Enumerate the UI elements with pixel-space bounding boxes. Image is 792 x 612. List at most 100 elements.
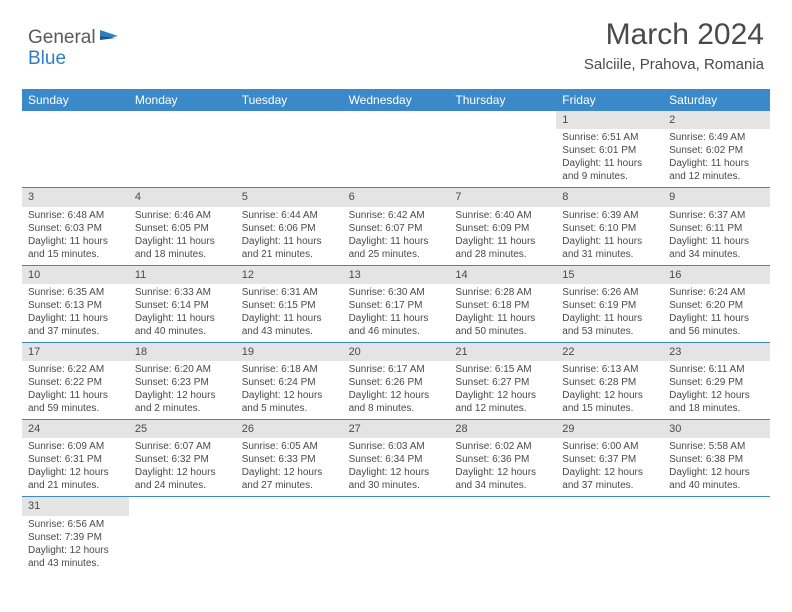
day-details: Sunrise: 6:33 AMSunset: 6:14 PMDaylight:… [129, 284, 236, 342]
day-cell [129, 111, 236, 187]
day-details: Sunrise: 6:49 AMSunset: 6:02 PMDaylight:… [663, 129, 770, 187]
daylight-text: Daylight: 12 hours and 5 minutes. [242, 389, 337, 415]
day-cell: 6Sunrise: 6:42 AMSunset: 6:07 PMDaylight… [343, 188, 450, 264]
sunrise-text: Sunrise: 6:07 AM [135, 440, 230, 453]
sunrise-text: Sunrise: 6:51 AM [562, 131, 657, 144]
sunset-text: Sunset: 6:09 PM [455, 222, 550, 235]
day-cell: 11Sunrise: 6:33 AMSunset: 6:14 PMDayligh… [129, 266, 236, 342]
day-cell: 10Sunrise: 6:35 AMSunset: 6:13 PMDayligh… [22, 266, 129, 342]
day-cell: 17Sunrise: 6:22 AMSunset: 6:22 PMDayligh… [22, 343, 129, 419]
logo-text-blue: Blue [28, 48, 66, 69]
flag-icon [100, 26, 120, 49]
sunrise-text: Sunrise: 6:35 AM [28, 286, 123, 299]
day-cell: 13Sunrise: 6:30 AMSunset: 6:17 PMDayligh… [343, 266, 450, 342]
day-cell: 2Sunrise: 6:49 AMSunset: 6:02 PMDaylight… [663, 111, 770, 187]
day-number [663, 497, 770, 515]
daylight-text: Daylight: 12 hours and 37 minutes. [562, 466, 657, 492]
day-number: 17 [22, 343, 129, 361]
day-number: 6 [343, 188, 450, 206]
calendar: Sunday Monday Tuesday Wednesday Thursday… [22, 89, 770, 574]
day-number [129, 111, 236, 129]
day-cell: 26Sunrise: 6:05 AMSunset: 6:33 PMDayligh… [236, 420, 343, 496]
day-details: Sunrise: 6:02 AMSunset: 6:36 PMDaylight:… [449, 438, 556, 496]
dayname-friday: Friday [556, 89, 663, 111]
location-subtitle: Salciile, Prahova, Romania [584, 56, 764, 73]
day-number [129, 497, 236, 515]
sunrise-text: Sunrise: 6:05 AM [242, 440, 337, 453]
sunrise-text: Sunrise: 6:30 AM [349, 286, 444, 299]
sunrise-text: Sunrise: 6:39 AM [562, 209, 657, 222]
sunset-text: Sunset: 6:33 PM [242, 453, 337, 466]
sunset-text: Sunset: 6:22 PM [28, 376, 123, 389]
day-details: Sunrise: 6:00 AMSunset: 6:37 PMDaylight:… [556, 438, 663, 496]
sunrise-text: Sunrise: 6:00 AM [562, 440, 657, 453]
sunset-text: Sunset: 6:01 PM [562, 144, 657, 157]
sunset-text: Sunset: 6:13 PM [28, 299, 123, 312]
sunrise-text: Sunrise: 6:03 AM [349, 440, 444, 453]
sunrise-text: Sunrise: 6:02 AM [455, 440, 550, 453]
week-row: 31Sunrise: 6:56 AMSunset: 7:39 PMDayligh… [22, 497, 770, 573]
dayname-row: Sunday Monday Tuesday Wednesday Thursday… [22, 89, 770, 111]
day-number: 24 [22, 420, 129, 438]
day-number [449, 111, 556, 129]
day-cell: 15Sunrise: 6:26 AMSunset: 6:19 PMDayligh… [556, 266, 663, 342]
daylight-text: Daylight: 11 hours and 50 minutes. [455, 312, 550, 338]
sunset-text: Sunset: 6:03 PM [28, 222, 123, 235]
daylight-text: Daylight: 11 hours and 21 minutes. [242, 235, 337, 261]
sunrise-text: Sunrise: 6:15 AM [455, 363, 550, 376]
day-number: 9 [663, 188, 770, 206]
day-cell: 8Sunrise: 6:39 AMSunset: 6:10 PMDaylight… [556, 188, 663, 264]
sunset-text: Sunset: 6:11 PM [669, 222, 764, 235]
day-cell [556, 497, 663, 573]
day-number: 18 [129, 343, 236, 361]
logo-text-general: General [28, 27, 96, 49]
week-row: 1Sunrise: 6:51 AMSunset: 6:01 PMDaylight… [22, 111, 770, 188]
day-details: Sunrise: 6:18 AMSunset: 6:24 PMDaylight:… [236, 361, 343, 419]
day-cell: 20Sunrise: 6:17 AMSunset: 6:26 PMDayligh… [343, 343, 450, 419]
sunset-text: Sunset: 6:31 PM [28, 453, 123, 466]
day-number: 20 [343, 343, 450, 361]
daylight-text: Daylight: 11 hours and 59 minutes. [28, 389, 123, 415]
sunset-text: Sunset: 6:10 PM [562, 222, 657, 235]
sunset-text: Sunset: 6:15 PM [242, 299, 337, 312]
sunrise-text: Sunrise: 6:18 AM [242, 363, 337, 376]
daylight-text: Daylight: 12 hours and 2 minutes. [135, 389, 230, 415]
daylight-text: Daylight: 11 hours and 25 minutes. [349, 235, 444, 261]
day-details: Sunrise: 6:42 AMSunset: 6:07 PMDaylight:… [343, 207, 450, 265]
day-number: 5 [236, 188, 343, 206]
sunrise-text: Sunrise: 6:37 AM [669, 209, 764, 222]
day-number [236, 497, 343, 515]
day-number: 30 [663, 420, 770, 438]
day-cell: 30Sunrise: 5:58 AMSunset: 6:38 PMDayligh… [663, 420, 770, 496]
sunset-text: Sunset: 6:23 PM [135, 376, 230, 389]
day-cell: 27Sunrise: 6:03 AMSunset: 6:34 PMDayligh… [343, 420, 450, 496]
daylight-text: Daylight: 12 hours and 27 minutes. [242, 466, 337, 492]
sunrise-text: Sunrise: 6:26 AM [562, 286, 657, 299]
day-cell [449, 111, 556, 187]
daylight-text: Daylight: 12 hours and 8 minutes. [349, 389, 444, 415]
dayname-tuesday: Tuesday [236, 89, 343, 111]
day-number: 2 [663, 111, 770, 129]
daylight-text: Daylight: 11 hours and 43 minutes. [242, 312, 337, 338]
day-number: 13 [343, 266, 450, 284]
sunset-text: Sunset: 6:14 PM [135, 299, 230, 312]
day-number [449, 497, 556, 515]
week-row: 10Sunrise: 6:35 AMSunset: 6:13 PMDayligh… [22, 266, 770, 343]
sunset-text: Sunset: 6:17 PM [349, 299, 444, 312]
sunset-text: Sunset: 6:02 PM [669, 144, 764, 157]
sunset-text: Sunset: 6:20 PM [669, 299, 764, 312]
daylight-text: Daylight: 11 hours and 37 minutes. [28, 312, 123, 338]
week-row: 17Sunrise: 6:22 AMSunset: 6:22 PMDayligh… [22, 343, 770, 420]
day-details: Sunrise: 6:05 AMSunset: 6:33 PMDaylight:… [236, 438, 343, 496]
day-number: 14 [449, 266, 556, 284]
day-cell [236, 111, 343, 187]
daylight-text: Daylight: 12 hours and 43 minutes. [28, 544, 123, 570]
day-details: Sunrise: 6:39 AMSunset: 6:10 PMDaylight:… [556, 207, 663, 265]
day-details: Sunrise: 6:20 AMSunset: 6:23 PMDaylight:… [129, 361, 236, 419]
day-cell [236, 497, 343, 573]
day-details: Sunrise: 6:26 AMSunset: 6:19 PMDaylight:… [556, 284, 663, 342]
day-number: 26 [236, 420, 343, 438]
day-details: Sunrise: 6:22 AMSunset: 6:22 PMDaylight:… [22, 361, 129, 419]
sunset-text: Sunset: 6:28 PM [562, 376, 657, 389]
day-details: Sunrise: 6:11 AMSunset: 6:29 PMDaylight:… [663, 361, 770, 419]
